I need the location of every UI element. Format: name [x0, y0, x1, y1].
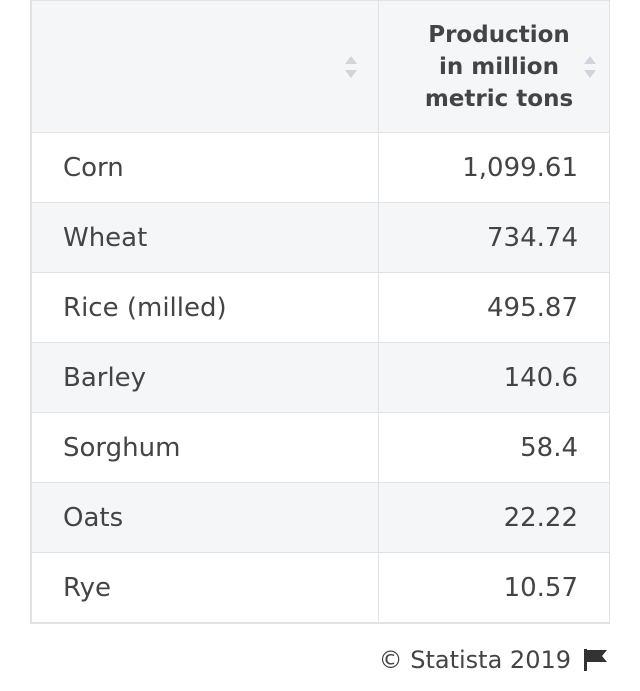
credit-text[interactable]: © Statista 2019	[378, 646, 571, 674]
value-cell: 58.4	[378, 412, 610, 483]
flag-icon[interactable]	[583, 648, 609, 672]
table-row: Barley 140.6	[31, 342, 610, 413]
value-cell: 1,099.61	[378, 132, 610, 203]
crop-cell: Sorghum	[31, 412, 379, 483]
value-cell: 495.87	[378, 272, 610, 343]
column-header-category[interactable]	[31, 0, 379, 133]
table-row: Rice (milled) 495.87	[31, 272, 610, 343]
value-cell: 10.57	[378, 552, 610, 623]
table-row: Corn 1,099.61	[31, 132, 610, 203]
crop-cell: Barley	[31, 342, 379, 413]
crop-cell: Oats	[31, 482, 379, 553]
crop-cell: Rice (milled)	[31, 272, 379, 343]
table-row: Wheat 734.74	[31, 202, 610, 273]
crop-cell: Rye	[31, 552, 379, 623]
source-credit[interactable]: © Statista 2019	[379, 646, 609, 674]
column-header-production[interactable]: Production in million metric tons	[378, 0, 610, 133]
column-header-production-label: Production in million metric tons	[424, 21, 574, 112]
sort-icon[interactable]	[343, 54, 359, 80]
crop-cell: Corn	[31, 132, 379, 203]
data-table: Production in million metric tons Corn 1…	[31, 0, 610, 623]
table-header-row: Production in million metric tons	[31, 0, 610, 133]
table-row: Sorghum 58.4	[31, 412, 610, 483]
value-cell: 140.6	[378, 342, 610, 413]
sort-icon[interactable]	[582, 54, 598, 80]
value-cell: 734.74	[378, 202, 610, 273]
data-table-container: Production in million metric tons Corn 1…	[30, 0, 610, 624]
table-row: Rye 10.57	[31, 552, 610, 623]
table-row: Oats 22.22	[31, 482, 610, 553]
crop-cell: Wheat	[31, 202, 379, 273]
value-cell: 22.22	[378, 482, 610, 553]
